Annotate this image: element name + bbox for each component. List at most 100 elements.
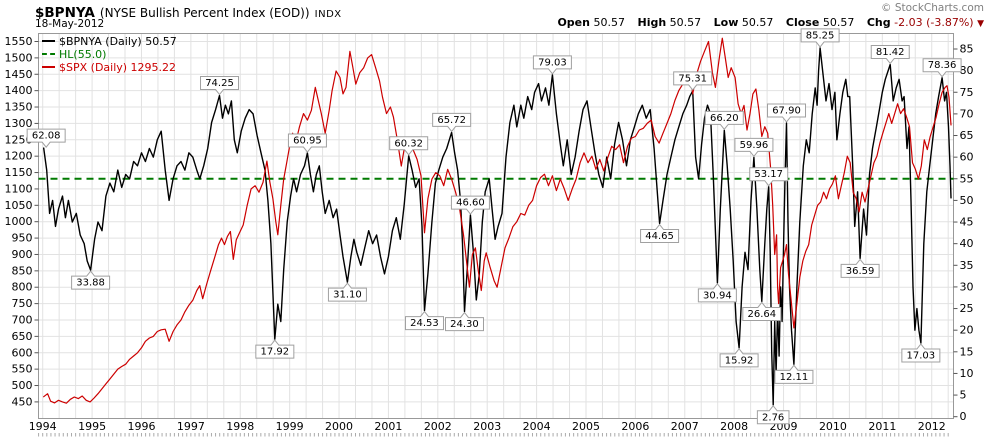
svg-text:700: 700 — [12, 313, 33, 326]
svg-text:75: 75 — [960, 86, 974, 99]
svg-text:44.65: 44.65 — [645, 231, 674, 242]
svg-text:750: 750 — [12, 297, 33, 310]
svg-text:25: 25 — [960, 302, 974, 315]
svg-text:1200: 1200 — [5, 150, 33, 163]
svg-text:15: 15 — [960, 345, 974, 358]
svg-text:1996: 1996 — [127, 420, 155, 433]
svg-text:30: 30 — [960, 280, 974, 293]
open-value: 50.57 — [593, 16, 625, 29]
svg-text:2000: 2000 — [325, 420, 353, 433]
svg-text:1000: 1000 — [5, 215, 33, 228]
svg-text:1300: 1300 — [5, 117, 33, 130]
svg-text:1550: 1550 — [5, 35, 33, 48]
svg-text:450: 450 — [12, 395, 33, 408]
svg-text:85.25: 85.25 — [806, 30, 835, 41]
svg-text:900: 900 — [12, 248, 33, 261]
svg-text:74.25: 74.25 — [205, 78, 234, 89]
svg-text:950: 950 — [12, 232, 33, 245]
svg-text:24.53: 24.53 — [410, 318, 439, 329]
close-label: Close — [785, 16, 820, 29]
legend-item-hl: HL(55.0) — [42, 49, 106, 60]
high-value: 50.57 — [669, 16, 702, 29]
legend-item-spx: $SPX (Daily) 1295.22 — [42, 62, 176, 73]
svg-text:12.11: 12.11 — [780, 372, 809, 383]
low-label: Low — [713, 16, 739, 29]
svg-text:24.30: 24.30 — [450, 319, 479, 330]
chg-down-arrow-icon: ▼ — [977, 19, 984, 29]
chart-date: 18-May-2012 — [35, 18, 105, 30]
chart-title: $BPNYA (NYSE Bullish Percent Index (EOD)… — [35, 2, 342, 21]
svg-text:66.20: 66.20 — [710, 113, 739, 124]
svg-text:650: 650 — [12, 330, 33, 343]
svg-text:600: 600 — [12, 346, 33, 359]
svg-text:1150: 1150 — [5, 166, 33, 179]
svg-text:800: 800 — [12, 281, 33, 294]
svg-text:45: 45 — [960, 216, 974, 229]
svg-text:85: 85 — [960, 43, 974, 56]
svg-text:1350: 1350 — [5, 101, 33, 114]
svg-text:60.32: 60.32 — [394, 138, 423, 149]
bpnya-series-line — [43, 47, 952, 406]
svg-text:67.90: 67.90 — [772, 105, 801, 116]
chg-value: -2.03 (-3.87%) — [894, 16, 974, 29]
svg-text:50: 50 — [960, 194, 974, 207]
svg-text:60: 60 — [960, 151, 974, 164]
svg-text:1995: 1995 — [78, 420, 106, 433]
svg-text:17.03: 17.03 — [907, 351, 936, 362]
svg-text:31.10: 31.10 — [333, 290, 362, 301]
close-value: 50.57 — [822, 16, 855, 29]
index-name-label: (NYSE Bullish Percent Index (EOD)) — [99, 6, 310, 20]
svg-text:1250: 1250 — [5, 133, 33, 146]
svg-text:81.42: 81.42 — [876, 47, 905, 58]
svg-text:40: 40 — [960, 237, 974, 250]
symbol-label: $BPNYA — [35, 5, 95, 21]
svg-text:75.31: 75.31 — [678, 73, 707, 84]
legend-item-bpnya: $BPNYA (Daily) 50.57 — [42, 36, 177, 47]
plot-border — [38, 33, 954, 419]
svg-text:78.36: 78.36 — [928, 60, 957, 71]
low-value: 50.57 — [741, 16, 774, 29]
svg-text:36.59: 36.59 — [846, 266, 875, 277]
svg-text:62.08: 62.08 — [32, 131, 61, 142]
svg-text:17.92: 17.92 — [261, 347, 290, 358]
svg-text:1994: 1994 — [29, 420, 57, 433]
svg-text:53.17: 53.17 — [754, 169, 783, 180]
svg-text:20: 20 — [960, 324, 974, 337]
chg-label: Chg — [866, 16, 891, 29]
svg-text:15.92: 15.92 — [725, 355, 754, 366]
svg-text:30.94: 30.94 — [703, 290, 732, 301]
spx-line-swatch-icon — [42, 66, 55, 68]
ohlc-summary: Open 50.57 High 50.57 Low 50.57 Close 50… — [557, 16, 984, 29]
svg-text:26.64: 26.64 — [747, 309, 776, 320]
legend-hl-label: HL(55.0) — [59, 48, 107, 61]
svg-text:2.76: 2.76 — [762, 412, 784, 423]
exchange-label: INDX — [314, 9, 342, 20]
svg-text:65: 65 — [960, 129, 974, 142]
svg-text:1050: 1050 — [5, 199, 33, 212]
svg-text:2005: 2005 — [572, 420, 600, 433]
bpnya-line-swatch-icon — [42, 40, 55, 42]
svg-text:2002: 2002 — [424, 420, 452, 433]
svg-text:60.95: 60.95 — [293, 136, 322, 147]
open-label: Open — [557, 16, 590, 29]
svg-text:850: 850 — [12, 264, 33, 277]
svg-text:2001: 2001 — [374, 420, 402, 433]
svg-text:1100: 1100 — [5, 182, 33, 195]
svg-text:59.96: 59.96 — [740, 140, 769, 151]
svg-text:33.88: 33.88 — [76, 278, 105, 289]
svg-text:1998: 1998 — [226, 420, 254, 433]
svg-text:65.72: 65.72 — [437, 115, 466, 126]
svg-text:2007: 2007 — [671, 420, 699, 433]
svg-text:10: 10 — [960, 367, 974, 380]
svg-text:550: 550 — [12, 363, 33, 376]
legend-bpnya-label: $BPNYA (Daily) 50.57 — [59, 35, 177, 48]
month-tick-row — [38, 433, 949, 437]
svg-text:55: 55 — [960, 172, 974, 185]
annotation-callouts: 62.08 33.88 74.25 17.92 60.95 31.10 60.32 24.53… — [26, 28, 962, 425]
svg-text:1450: 1450 — [5, 68, 33, 81]
svg-text:1400: 1400 — [5, 84, 33, 97]
svg-text:2011: 2011 — [868, 420, 896, 433]
legend-spx-label: $SPX (Daily) 1295.22 — [59, 61, 177, 74]
svg-text:70: 70 — [960, 107, 974, 120]
